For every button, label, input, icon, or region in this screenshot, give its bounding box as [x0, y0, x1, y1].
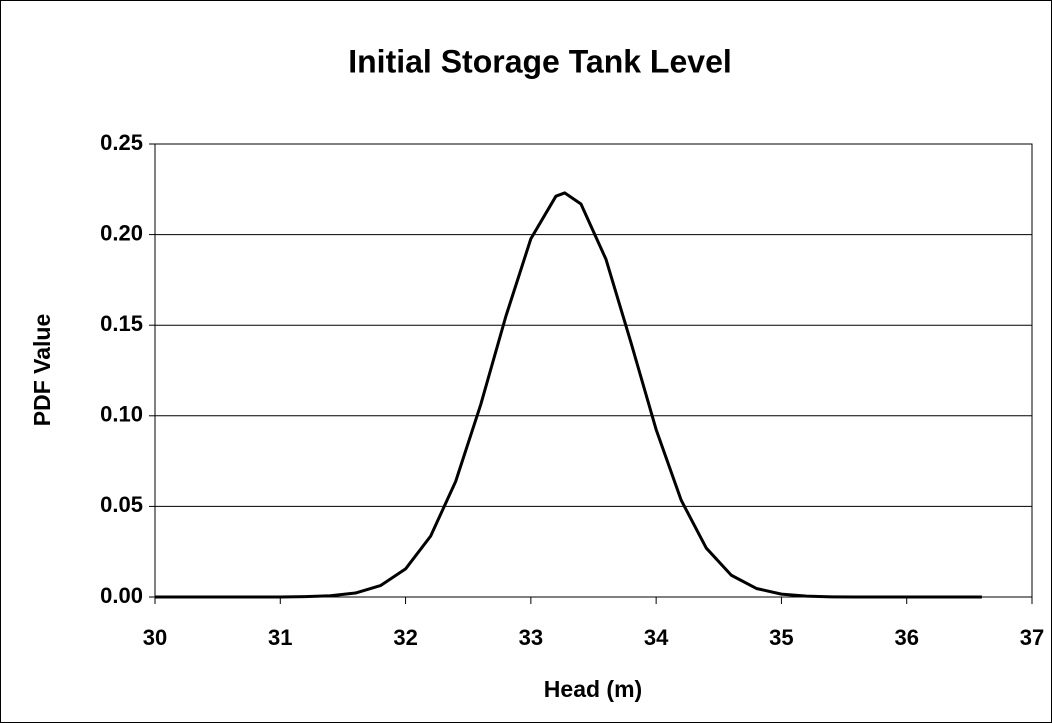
y-tick-label: 0.10: [100, 402, 143, 427]
x-tick-label: 31: [268, 625, 292, 650]
x-tick-label: 35: [769, 625, 793, 650]
x-axis-label: Head (m): [544, 676, 642, 702]
x-tick-label: 34: [644, 625, 669, 650]
x-tick-label: 37: [1020, 625, 1044, 650]
plot-area: [154, 143, 1033, 598]
y-tick-label: 0.15: [100, 311, 143, 336]
y-tick-label: 0.25: [100, 130, 143, 155]
data-line: [155, 191, 982, 599]
y-tick-label: 0.20: [100, 220, 143, 245]
y-tick-label: 0.05: [100, 492, 143, 517]
x-tick-label: 33: [519, 625, 543, 650]
x-tick-label: 32: [393, 625, 417, 650]
chart-title: Initial Storage Tank Level: [348, 43, 732, 79]
x-tick-label: 30: [143, 625, 167, 650]
y-tick-label: 0.00: [100, 583, 143, 608]
y-axis-label: PDF Value: [29, 314, 55, 426]
x-tick-label: 36: [894, 625, 918, 650]
